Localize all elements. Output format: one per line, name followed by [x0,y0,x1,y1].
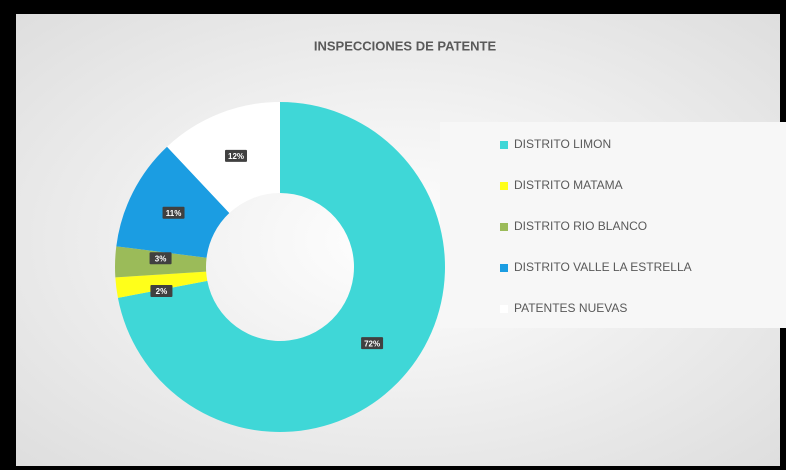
legend-box [440,122,786,328]
donut-slice [116,146,230,258]
legend-marker [500,141,508,149]
donut-slice [117,102,445,432]
data-label: 3% [155,254,167,263]
data-label-bg [361,337,384,350]
data-label-bg [162,206,185,219]
legend-marker [500,182,508,190]
data-label-bg [149,252,172,265]
data-label-bg [225,149,248,162]
data-label: 72% [364,339,380,348]
legend-label: DISTRITO RIO BLANCO [514,219,647,233]
donut-slice [115,271,208,298]
chart-title: INSPECCIONES DE PATENTE [314,38,497,53]
legend-label: DISTRITO LIMON [514,137,611,151]
legend-marker [500,223,508,231]
data-label-bg [150,284,173,297]
legend-marker [500,305,508,313]
donut-slice [167,102,280,214]
data-label: 11% [166,209,182,218]
legend-label: DISTRITO MATAMA [514,178,623,192]
data-label: 12% [228,152,244,161]
legend-label: PATENTES NUEVAS [514,301,627,315]
data-label: 2% [156,287,168,296]
legend-label: DISTRITO VALLE LA ESTRELLA [514,260,692,274]
legend-marker [500,264,508,272]
